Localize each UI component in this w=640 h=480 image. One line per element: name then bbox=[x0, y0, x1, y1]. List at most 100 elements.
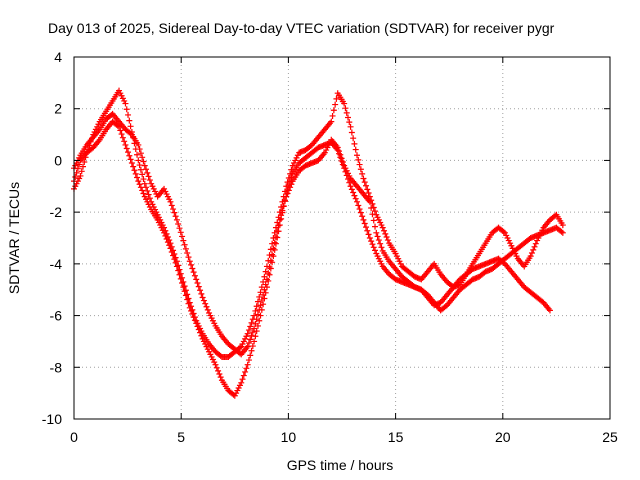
data-point bbox=[279, 207, 286, 214]
data-point bbox=[247, 323, 254, 330]
data-point bbox=[347, 183, 354, 190]
data-point bbox=[374, 233, 381, 240]
data-point bbox=[162, 227, 169, 234]
data-point bbox=[188, 303, 195, 310]
data-point bbox=[355, 202, 362, 209]
data-point bbox=[136, 162, 143, 169]
data-point bbox=[123, 145, 130, 152]
data-point bbox=[559, 222, 566, 229]
data-point bbox=[137, 184, 144, 191]
data-point bbox=[338, 155, 345, 162]
data-point bbox=[135, 157, 142, 164]
data-point bbox=[143, 166, 150, 173]
data-point bbox=[180, 237, 187, 244]
data-point bbox=[263, 276, 270, 283]
data-point bbox=[527, 253, 534, 260]
data-point bbox=[135, 141, 142, 148]
data-point bbox=[333, 95, 340, 102]
x-axis-label: GPS time / hours bbox=[287, 457, 394, 473]
data-point bbox=[267, 257, 274, 264]
data-point bbox=[140, 190, 147, 197]
data-point bbox=[249, 329, 256, 336]
data-point bbox=[144, 187, 151, 194]
data-point bbox=[364, 227, 371, 234]
data-point bbox=[130, 163, 137, 170]
data-point bbox=[372, 208, 379, 215]
data-point bbox=[368, 238, 375, 245]
data-point bbox=[247, 352, 254, 359]
data-point bbox=[119, 134, 126, 141]
data-point bbox=[363, 224, 370, 231]
data-point bbox=[559, 229, 566, 236]
data-point bbox=[329, 112, 336, 119]
data-point bbox=[251, 325, 258, 332]
data-point bbox=[188, 261, 195, 268]
data-point bbox=[73, 169, 80, 176]
data-point bbox=[531, 243, 538, 250]
data-point bbox=[236, 344, 243, 351]
data-point bbox=[254, 298, 261, 305]
data-point bbox=[181, 283, 188, 290]
data-point bbox=[140, 158, 147, 165]
data-point bbox=[177, 229, 184, 236]
data-point bbox=[243, 365, 250, 372]
data-point bbox=[283, 183, 290, 190]
data-point bbox=[373, 229, 380, 236]
data-point bbox=[126, 117, 133, 124]
data-point bbox=[121, 138, 128, 145]
data-point bbox=[348, 186, 355, 193]
data-point bbox=[347, 123, 354, 130]
data-point bbox=[182, 292, 189, 299]
data-point bbox=[379, 224, 386, 231]
data-point bbox=[351, 140, 358, 147]
data-point bbox=[145, 191, 152, 198]
data-point bbox=[140, 176, 147, 183]
data-point bbox=[139, 187, 146, 194]
data-point bbox=[377, 240, 384, 247]
data-point bbox=[558, 228, 565, 235]
data-point bbox=[247, 336, 254, 343]
y-axis-label: SDTVAR / TECUs bbox=[6, 182, 22, 294]
data-point bbox=[175, 267, 182, 274]
data-point bbox=[366, 235, 373, 241]
y-tick-label: -10 bbox=[42, 411, 62, 427]
data-point bbox=[251, 312, 258, 319]
data-point bbox=[239, 376, 246, 383]
data-point bbox=[186, 258, 193, 265]
y-tick-label: -4 bbox=[50, 256, 63, 272]
data-point bbox=[173, 258, 180, 265]
data-point bbox=[350, 135, 357, 142]
data-point bbox=[339, 158, 346, 165]
data-point bbox=[143, 184, 150, 191]
data-point bbox=[256, 306, 263, 313]
data-point bbox=[176, 225, 183, 232]
data-point bbox=[361, 220, 368, 227]
data-point bbox=[184, 249, 191, 256]
data-point bbox=[131, 167, 138, 174]
data-point bbox=[213, 364, 220, 371]
data-point bbox=[382, 230, 389, 237]
data-point bbox=[330, 107, 337, 114]
data-point bbox=[132, 170, 139, 177]
data-point bbox=[202, 300, 209, 307]
data-point bbox=[83, 149, 90, 156]
data-point bbox=[137, 166, 144, 173]
data-point bbox=[194, 279, 201, 286]
data-point bbox=[176, 266, 183, 273]
data-point bbox=[181, 241, 188, 248]
data-point bbox=[127, 130, 134, 137]
y-tick-label: -6 bbox=[50, 308, 63, 324]
data-point bbox=[260, 291, 267, 298]
data-point bbox=[369, 241, 376, 248]
data-point bbox=[249, 343, 256, 350]
data-point bbox=[77, 172, 84, 179]
data-point bbox=[136, 146, 143, 153]
data-point bbox=[161, 224, 168, 231]
data-point bbox=[328, 118, 335, 125]
data-point bbox=[172, 213, 179, 220]
data-point bbox=[190, 269, 197, 276]
data-point bbox=[354, 152, 361, 159]
data-point bbox=[245, 327, 252, 334]
data-point bbox=[245, 357, 252, 364]
data-point bbox=[195, 283, 202, 290]
